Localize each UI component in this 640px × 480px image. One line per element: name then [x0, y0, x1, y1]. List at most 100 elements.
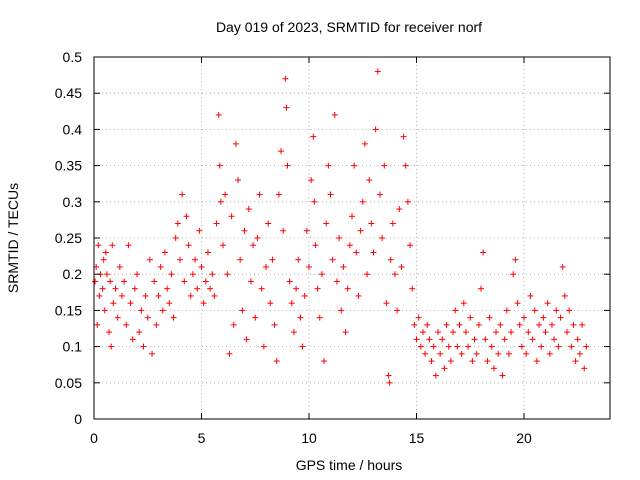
data-point: [103, 271, 110, 278]
data-point: [572, 358, 579, 365]
data-point: [312, 242, 319, 249]
data-point: [359, 198, 366, 205]
data-point: [177, 256, 183, 263]
data-point: [409, 285, 416, 292]
data-point: [385, 372, 392, 379]
data-point: [467, 314, 474, 321]
data-point: [392, 271, 398, 278]
data-point: [230, 321, 237, 328]
data-point: [460, 300, 467, 307]
data-point: [553, 307, 560, 314]
data-point: [486, 314, 493, 321]
data-point: [555, 343, 562, 350]
x-tick-label: 10: [301, 430, 317, 446]
data-point: [286, 278, 293, 285]
data-point: [437, 350, 444, 357]
data-point: [299, 343, 306, 350]
data-point: [525, 329, 532, 336]
data-point: [325, 162, 332, 169]
data-point: [400, 133, 407, 140]
data-point: [443, 321, 450, 328]
data-point: [308, 177, 315, 184]
data-point: [202, 278, 209, 285]
data-point: [166, 300, 173, 307]
chart-title: Day 019 of 2023, SRMTID for receiver nor…: [216, 19, 482, 35]
data-point: [559, 263, 566, 270]
data-point: [374, 68, 381, 75]
data-point: [153, 321, 160, 328]
data-point: [263, 263, 269, 270]
data-point: [447, 358, 454, 365]
data-point: [342, 329, 349, 336]
data-point: [381, 162, 388, 169]
y-tick-label: 0.3: [63, 194, 83, 210]
data-point: [209, 271, 216, 278]
data-point: [271, 321, 278, 328]
data-point: [566, 307, 573, 314]
data-point: [531, 307, 538, 314]
x-tick-label: 20: [516, 430, 532, 446]
data-point: [155, 292, 162, 299]
data-point: [95, 242, 102, 249]
data-point: [301, 292, 308, 299]
data-point: [338, 307, 345, 314]
data-point: [185, 242, 192, 249]
data-point: [503, 307, 510, 314]
data-point: [581, 365, 588, 372]
data-point: [462, 329, 469, 336]
data-point: [379, 235, 386, 241]
data-point: [96, 292, 103, 299]
data-point: [295, 256, 302, 263]
data-point: [544, 300, 551, 307]
data-point: [475, 321, 482, 328]
data-point: [458, 350, 465, 357]
data-point: [318, 271, 325, 278]
data-point: [172, 235, 179, 241]
data-point: [204, 249, 211, 256]
data-point: [293, 285, 300, 292]
data-point: [125, 242, 132, 249]
x-axis-label: GPS time / hours: [296, 457, 403, 473]
data-point: [383, 300, 390, 307]
data-point: [278, 148, 285, 155]
data-point: [136, 329, 143, 336]
data-point: [275, 191, 282, 198]
y-tick-label: 0.2: [63, 266, 83, 282]
data-point: [430, 343, 437, 350]
axis-ticks: [93, 56, 610, 420]
data-point: [237, 256, 244, 263]
data-point: [450, 329, 457, 336]
data-point: [170, 314, 177, 321]
data-point: [364, 271, 371, 278]
data-point: [213, 220, 220, 227]
data-point: [426, 336, 433, 343]
data-point: [222, 191, 229, 198]
data-point: [121, 278, 128, 285]
data-point: [228, 213, 235, 220]
y-axis-label: SRMTID / TECUs: [5, 183, 21, 293]
data-point: [252, 314, 259, 321]
data-point: [226, 350, 233, 357]
y-tick-label: 0.15: [55, 302, 82, 318]
data-point: [351, 162, 358, 169]
data-point: [102, 249, 109, 256]
data-point: [280, 227, 287, 234]
data-point: [314, 285, 321, 292]
data-point: [478, 285, 484, 292]
data-point: [336, 235, 343, 241]
data-point: [149, 350, 156, 357]
data-point: [215, 111, 222, 118]
data-point: [164, 285, 171, 292]
data-point: [107, 278, 114, 285]
data-point: [112, 285, 119, 292]
data-point: [407, 242, 414, 249]
data-point: [376, 191, 383, 198]
data-point: [267, 300, 274, 307]
data-point: [101, 307, 108, 314]
data-point: [386, 379, 393, 386]
data-point: [428, 358, 435, 365]
data-point: [100, 256, 107, 263]
data-point: [224, 271, 231, 278]
data-point: [241, 227, 248, 234]
data-point: [574, 336, 581, 343]
